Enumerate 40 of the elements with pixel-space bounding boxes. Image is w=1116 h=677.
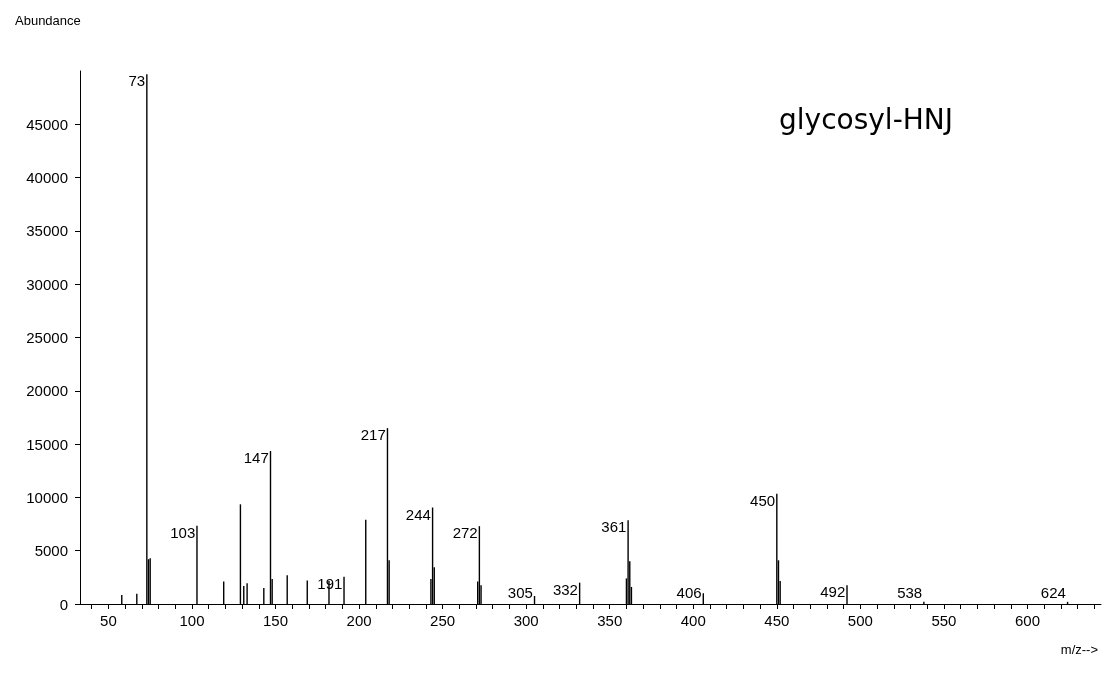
x-tick-label: 250 (430, 612, 456, 629)
x-tick-label: 350 (597, 612, 623, 629)
annotation: 147 (243, 449, 269, 467)
x-tick-label: 50 (100, 612, 117, 629)
x-tick-label: 500 (847, 612, 873, 629)
y-tick-label: 35000 (26, 222, 68, 240)
annotation: 103 (170, 523, 196, 541)
y-tick-label: 30000 (26, 275, 68, 293)
x-axis-title: m/z--> (1060, 642, 1099, 657)
annotation: 450 (750, 491, 776, 509)
y-tick-label: 10000 (26, 488, 68, 506)
annotation: 332 (552, 580, 578, 598)
x-tick-label: 550 (931, 612, 957, 629)
annotation: 492 (820, 583, 846, 601)
y-tick-label: 40000 (26, 169, 68, 187)
y-tick-label: 15000 (26, 435, 68, 453)
x-tick-label: 150 (262, 612, 289, 629)
x-tick-label: 200 (346, 612, 372, 629)
annotation: 217 (360, 426, 386, 444)
y-axis-title: Abundance (15, 13, 81, 28)
annotation: 73 (128, 72, 146, 90)
annotation: 244 (405, 505, 431, 523)
y-tick-label: 5000 (34, 542, 68, 560)
x-tick-label: 400 (680, 612, 706, 629)
y-tick-label: 25000 (26, 329, 68, 346)
y-tick-label: 0 (59, 595, 68, 613)
annotation: 305 (507, 584, 533, 601)
y-tick-label: 45000 (26, 115, 68, 133)
annotation: 538 (897, 584, 923, 601)
x-tick-label: 600 (1014, 612, 1040, 629)
y-tick-label: 20000 (26, 382, 68, 400)
text: glycosyl-HNJ (779, 102, 954, 136)
x-tick-label: 450 (764, 612, 790, 629)
annotation: 624 (1040, 584, 1066, 601)
x-tick-label: 300 (513, 612, 539, 629)
x-tick-label: 100 (179, 612, 205, 629)
annotation: 406 (676, 584, 702, 601)
annotation: 272 (452, 524, 478, 542)
annotation: 191 (317, 574, 343, 592)
annotation: 361 (601, 518, 627, 536)
